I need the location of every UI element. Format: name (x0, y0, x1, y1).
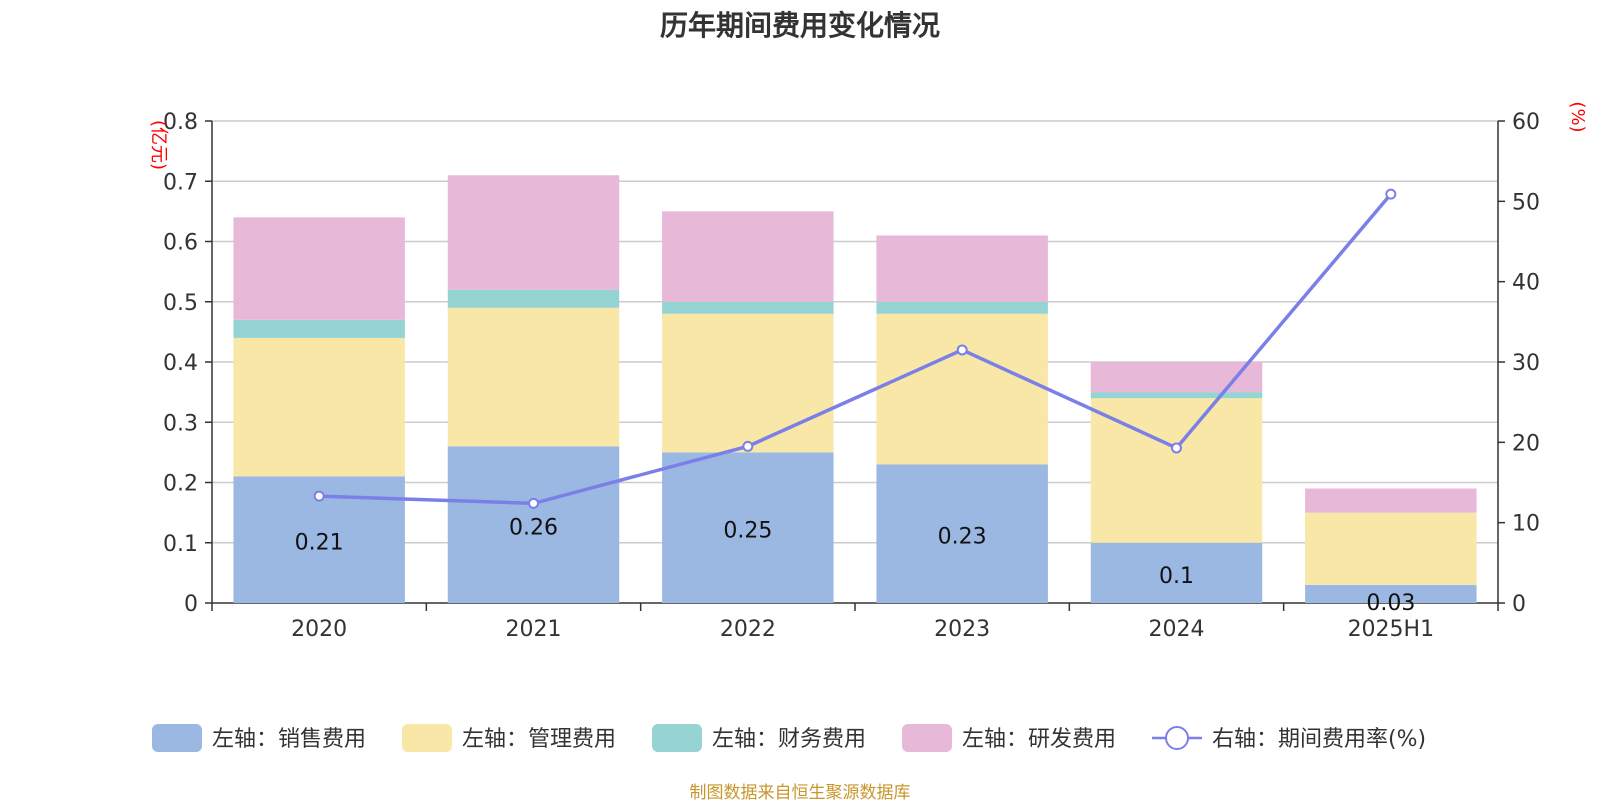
right-axis-tick-label: 0 (1512, 592, 1526, 617)
bar-segment-4 (233, 217, 405, 320)
bar-data-label: 0.03 (1366, 591, 1415, 616)
legend-label: 右轴：期间费用率(%) (1212, 727, 1426, 752)
chart-source-note: 制图数据来自恒生聚源数据库 (689, 783, 911, 800)
bar-segment-1 (1090, 542, 1263, 603)
bar-segment-3 (447, 289, 620, 308)
legend-label: 左轴：销售费用 (212, 727, 366, 752)
bar-segment-4 (1305, 488, 1477, 513)
bar-segment-3 (876, 301, 1048, 314)
legend-label: 左轴：管理费用 (462, 727, 616, 752)
x-axis-tick-label: 2020 (291, 617, 347, 642)
bar-segment-1 (447, 446, 620, 603)
rate-point (313, 490, 325, 502)
left-axis-tick-label: 0.4 (163, 351, 198, 376)
legend-swatch (902, 724, 952, 752)
bar-segment-3 (662, 301, 834, 314)
bar-segment-4 (447, 175, 620, 290)
left-axis-tick-label: 0.8 (163, 110, 198, 135)
right-axis-unit: (%) (1567, 101, 1588, 132)
left-axis-tick-label: 0.7 (163, 170, 198, 195)
bar-segment-4 (1090, 362, 1263, 393)
legend-label: 左轴：研发费用 (962, 727, 1116, 752)
right-axis-tick-label: 40 (1512, 271, 1540, 296)
bar-data-label: 0.23 (938, 525, 987, 550)
legend-label: 左轴：财务费用 (712, 727, 866, 752)
x-axis-tick-label: 2021 (506, 617, 562, 642)
bar-data-label: 0.21 (295, 531, 344, 556)
bar-segment-2 (1305, 512, 1477, 585)
bar-segment-4 (662, 211, 834, 302)
rate-point (956, 344, 968, 356)
right-axis-tick-label: 30 (1512, 351, 1540, 376)
bar-segment-3 (233, 319, 405, 338)
bar-segment-2 (876, 313, 1048, 465)
bar-segment-2 (662, 313, 834, 453)
bar-segment-2 (447, 307, 620, 447)
chart-title: 历年期间费用变化情况 (659, 9, 940, 42)
bar-segment-2 (233, 337, 405, 477)
right-axis-tick-label: 60 (1512, 110, 1540, 135)
bar-segment-4 (876, 235, 1048, 302)
x-axis-tick-label: 2025H1 (1348, 617, 1435, 642)
legend-circle-icon (1165, 726, 1189, 750)
rate-point (1385, 188, 1397, 200)
left-axis-tick-label: 0.5 (163, 291, 198, 316)
left-axis-tick-label: 0.1 (163, 532, 198, 557)
right-axis-tick-label: 20 (1512, 431, 1540, 456)
left-axis-tick-label: 0.6 (163, 231, 198, 256)
bar-segment-3 (1090, 392, 1263, 399)
x-axis-tick-label: 2022 (720, 617, 776, 642)
bar-data-label: 0.25 (723, 519, 772, 544)
left-axis-tick-label: 0.2 (163, 472, 198, 497)
left-axis-tick-label: 0.3 (163, 411, 198, 436)
x-axis-tick-label: 2024 (1149, 617, 1205, 642)
x-axis-tick-label: 2023 (934, 617, 990, 642)
right-axis-tick-label: 50 (1512, 190, 1540, 215)
left-axis-unit: (亿元) (148, 120, 169, 170)
left-axis-tick-label: 0 (184, 592, 198, 617)
legend-swatch (402, 724, 452, 752)
right-axis-tick-label: 10 (1512, 512, 1540, 537)
legend-swatch (652, 724, 702, 752)
bar-segment-1 (1305, 584, 1477, 603)
rate-point (1171, 442, 1182, 454)
rate-point (528, 497, 539, 509)
bar-data-label: 0.26 (509, 516, 558, 541)
bar-segment-1 (662, 452, 834, 603)
bar-segment-1 (876, 464, 1048, 603)
rate-line (319, 192, 1393, 506)
bar-data-label: 0.1 (1159, 564, 1194, 589)
legend-swatch (152, 724, 202, 752)
rate-point (742, 440, 754, 452)
